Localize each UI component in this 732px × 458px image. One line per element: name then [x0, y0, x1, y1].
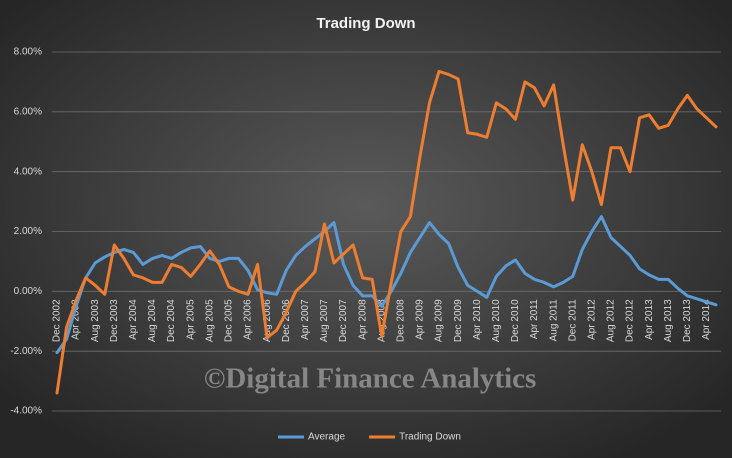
x-tick-label: Dec 2011 — [567, 299, 578, 342]
x-tick-label: Dec 2008 — [395, 299, 406, 342]
x-tick-label: Dec 2003 — [109, 299, 120, 342]
x-tick-label: Apr 2009 — [415, 299, 426, 340]
x-tick-label: Apr 2012 — [586, 299, 597, 340]
x-tick-label: Dec 2012 — [625, 299, 636, 342]
y-tick-label: 0.00% — [14, 286, 42, 297]
x-tick-label: Apr 2004 — [128, 299, 139, 340]
x-tick-label: Apr 2011 — [529, 299, 540, 339]
x-tick-label: Dec 2002 — [52, 299, 63, 342]
x-tick-label: Aug 2004 — [147, 299, 158, 342]
y-tick-label: 8.00% — [14, 47, 42, 58]
x-tick-label: Aug 2011 — [548, 299, 559, 342]
legend-label: Trading Down — [399, 432, 461, 443]
x-tick-label: Apr 2007 — [300, 299, 311, 340]
x-tick-label: Aug 2005 — [204, 299, 215, 342]
x-tick-label: Aug 2008 — [376, 299, 387, 342]
x-tick-label: Dec 2005 — [224, 299, 235, 342]
x-tick-label: Aug 2013 — [663, 299, 674, 342]
x-tick-label: Aug 2007 — [319, 299, 330, 342]
x-tick-label: Dec 2009 — [453, 299, 464, 342]
y-tick-label: -2.00% — [10, 346, 42, 357]
x-tick-label: Apr 2008 — [357, 299, 368, 340]
x-tick-label: Aug 2003 — [90, 299, 101, 342]
y-tick-label: -4.00% — [10, 406, 42, 417]
x-tick-label: Apr 2014 — [701, 299, 712, 340]
y-tick-label: 6.00% — [14, 106, 42, 117]
x-tick-label: Aug 2012 — [606, 299, 617, 342]
x-tick-label: Apr 2006 — [243, 299, 254, 340]
series-line — [55, 215, 718, 355]
x-tick-label: Dec 2006 — [281, 299, 292, 342]
x-tick-label: Apr 2013 — [644, 299, 655, 340]
y-tick-label: 2.00% — [14, 226, 42, 237]
series-line — [55, 69, 718, 395]
chart-title: Trading Down — [316, 15, 415, 32]
x-tick-label: Dec 2007 — [338, 299, 349, 342]
x-tick-label: Aug 2010 — [491, 299, 502, 342]
legend-label: Average — [308, 432, 346, 443]
x-tick-label: Aug 2006 — [262, 299, 273, 342]
watermark: ©Digital Finance Analytics — [204, 363, 537, 395]
x-tick-label: Aug 2009 — [434, 299, 445, 342]
x-tick-label: Apr 2010 — [472, 299, 483, 340]
x-tick-label: Dec 2004 — [166, 299, 177, 342]
y-tick-label: 4.00% — [14, 166, 42, 177]
x-tick-label: Dec 2013 — [682, 299, 693, 342]
x-tick-label: Apr 2003 — [71, 299, 82, 340]
x-tick-label: Apr 2005 — [185, 299, 196, 340]
x-tick-label: Dec 2010 — [510, 299, 521, 342]
